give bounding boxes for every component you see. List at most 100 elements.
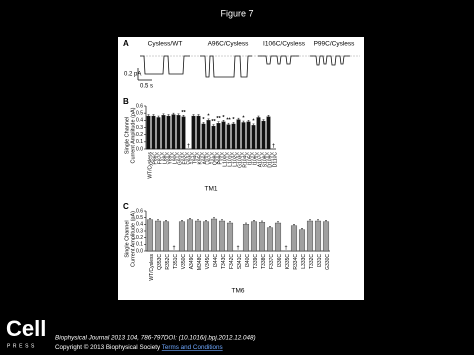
significance-mark: ** xyxy=(211,119,216,125)
x-tick-label: V350C xyxy=(181,254,187,270)
bar xyxy=(178,221,186,252)
bar xyxy=(201,123,206,150)
y-tick-label: 0.6 xyxy=(136,103,143,109)
bar xyxy=(266,116,271,150)
bar xyxy=(171,114,176,150)
y-tick-label: 0.1 xyxy=(136,242,143,248)
y-tick-label: 0.5 xyxy=(136,215,143,221)
panel-letter: A xyxy=(123,39,129,48)
panel-letter: B xyxy=(123,97,129,106)
significance-mark: † xyxy=(172,245,175,251)
bar xyxy=(266,227,274,252)
trace xyxy=(140,55,190,75)
x-tick-label: L88C xyxy=(163,152,169,164)
bar xyxy=(156,117,161,150)
bar xyxy=(246,121,251,150)
x-tick-label: D109C xyxy=(268,152,274,168)
x-tick-label: WT/Cysless xyxy=(149,254,155,281)
y-tick-label: 0.2 xyxy=(136,132,143,138)
x-tick-label: L102C xyxy=(233,152,239,167)
significance-mark: * xyxy=(202,117,205,123)
bar xyxy=(236,119,241,150)
x-tick-label: T339C xyxy=(253,254,259,269)
bar xyxy=(151,115,156,150)
x-tick-label: G91C xyxy=(178,152,184,165)
x-tick-label: I331C xyxy=(317,254,323,268)
bar xyxy=(161,115,166,150)
bar xyxy=(322,221,330,252)
bar xyxy=(218,220,226,252)
bar xyxy=(154,220,162,252)
x-tick-label: WT/Cysless xyxy=(148,152,154,179)
significance-mark: ** xyxy=(226,118,231,124)
x-tick-label: L90C xyxy=(173,152,179,164)
x-tick-label: T94C xyxy=(193,152,199,165)
y-tick-label: 0.4 xyxy=(136,222,143,228)
x-tick-label: F337C xyxy=(269,254,275,269)
copyright-text: Copyright © 2013 Biophysical Society xyxy=(55,343,161,351)
x-tick-label: I340C xyxy=(245,254,251,268)
bar xyxy=(250,221,258,252)
bar xyxy=(206,120,211,150)
y-tick-label: 0.3 xyxy=(136,125,143,131)
y-tick-label: 0.1 xyxy=(136,139,143,145)
x-tick-label: R352C xyxy=(165,254,171,270)
x-axis-label: TM1 xyxy=(205,186,218,193)
bar xyxy=(256,117,261,150)
x-tick-label: L101C xyxy=(228,152,234,167)
x-tick-label: D110C xyxy=(273,152,279,168)
bar xyxy=(216,123,221,150)
y-tick-label: 0.2 xyxy=(136,235,143,241)
x-tick-label: I344C xyxy=(213,254,219,268)
copyright: Copyright © 2013 Biophysical Society Ter… xyxy=(55,343,223,351)
x-axis-label: TM6 xyxy=(232,288,245,295)
y-tick-label: 0.3 xyxy=(136,228,143,234)
trace-label: I106C/Cysless xyxy=(263,41,306,48)
bar xyxy=(251,125,256,150)
bar xyxy=(306,220,314,252)
y-axis-label: Single Channel xyxy=(124,117,130,154)
bar xyxy=(241,122,246,150)
bar xyxy=(242,224,250,252)
bar xyxy=(261,120,266,150)
x-tick-label: K335C xyxy=(285,254,291,270)
significance-mark: * xyxy=(232,117,235,123)
scale-label: 0.5 s xyxy=(140,84,153,90)
x-tick-label: F342C xyxy=(229,254,235,269)
significance-mark: * xyxy=(222,115,225,121)
x-tick-label: V345C xyxy=(205,254,211,270)
bar xyxy=(166,115,171,150)
y-axis-label: Current Amplitude (pA) xyxy=(130,107,136,163)
x-tick-label: R104C xyxy=(243,152,249,168)
x-tick-label: A107C xyxy=(258,152,264,168)
significance-mark: † xyxy=(284,245,287,251)
x-tick-label: G330C xyxy=(325,254,331,270)
x-tick-label: K95C xyxy=(198,152,204,165)
bar xyxy=(221,121,226,150)
bar xyxy=(146,115,151,150)
bar xyxy=(186,219,194,252)
x-tick-label: L100C xyxy=(223,152,229,167)
x-tick-label: P99C xyxy=(218,152,224,165)
citation: Biophysical Journal 2013 104, 786-797DOI… xyxy=(55,335,256,342)
x-tick-label: I106C xyxy=(253,152,259,166)
y-tick-label: 0.0 xyxy=(136,146,143,152)
y-tick-label: 0.6 xyxy=(136,208,143,214)
x-tick-label: S341C xyxy=(237,254,243,270)
bar xyxy=(231,123,236,150)
x-tick-label: G103C xyxy=(238,152,244,168)
x-tick-label: V97C xyxy=(208,152,214,165)
x-tick-label: R334C xyxy=(293,254,299,270)
x-tick-label: A96C xyxy=(203,152,209,165)
bar xyxy=(226,222,234,252)
trace xyxy=(258,55,299,65)
x-tick-label: T351C xyxy=(173,254,179,269)
bar xyxy=(211,125,216,150)
x-tick-label: V93C xyxy=(188,152,194,165)
bar xyxy=(146,219,154,252)
bar xyxy=(194,220,202,252)
trace xyxy=(310,55,350,66)
terms-link[interactable]: Terms and Conditions xyxy=(162,344,223,351)
